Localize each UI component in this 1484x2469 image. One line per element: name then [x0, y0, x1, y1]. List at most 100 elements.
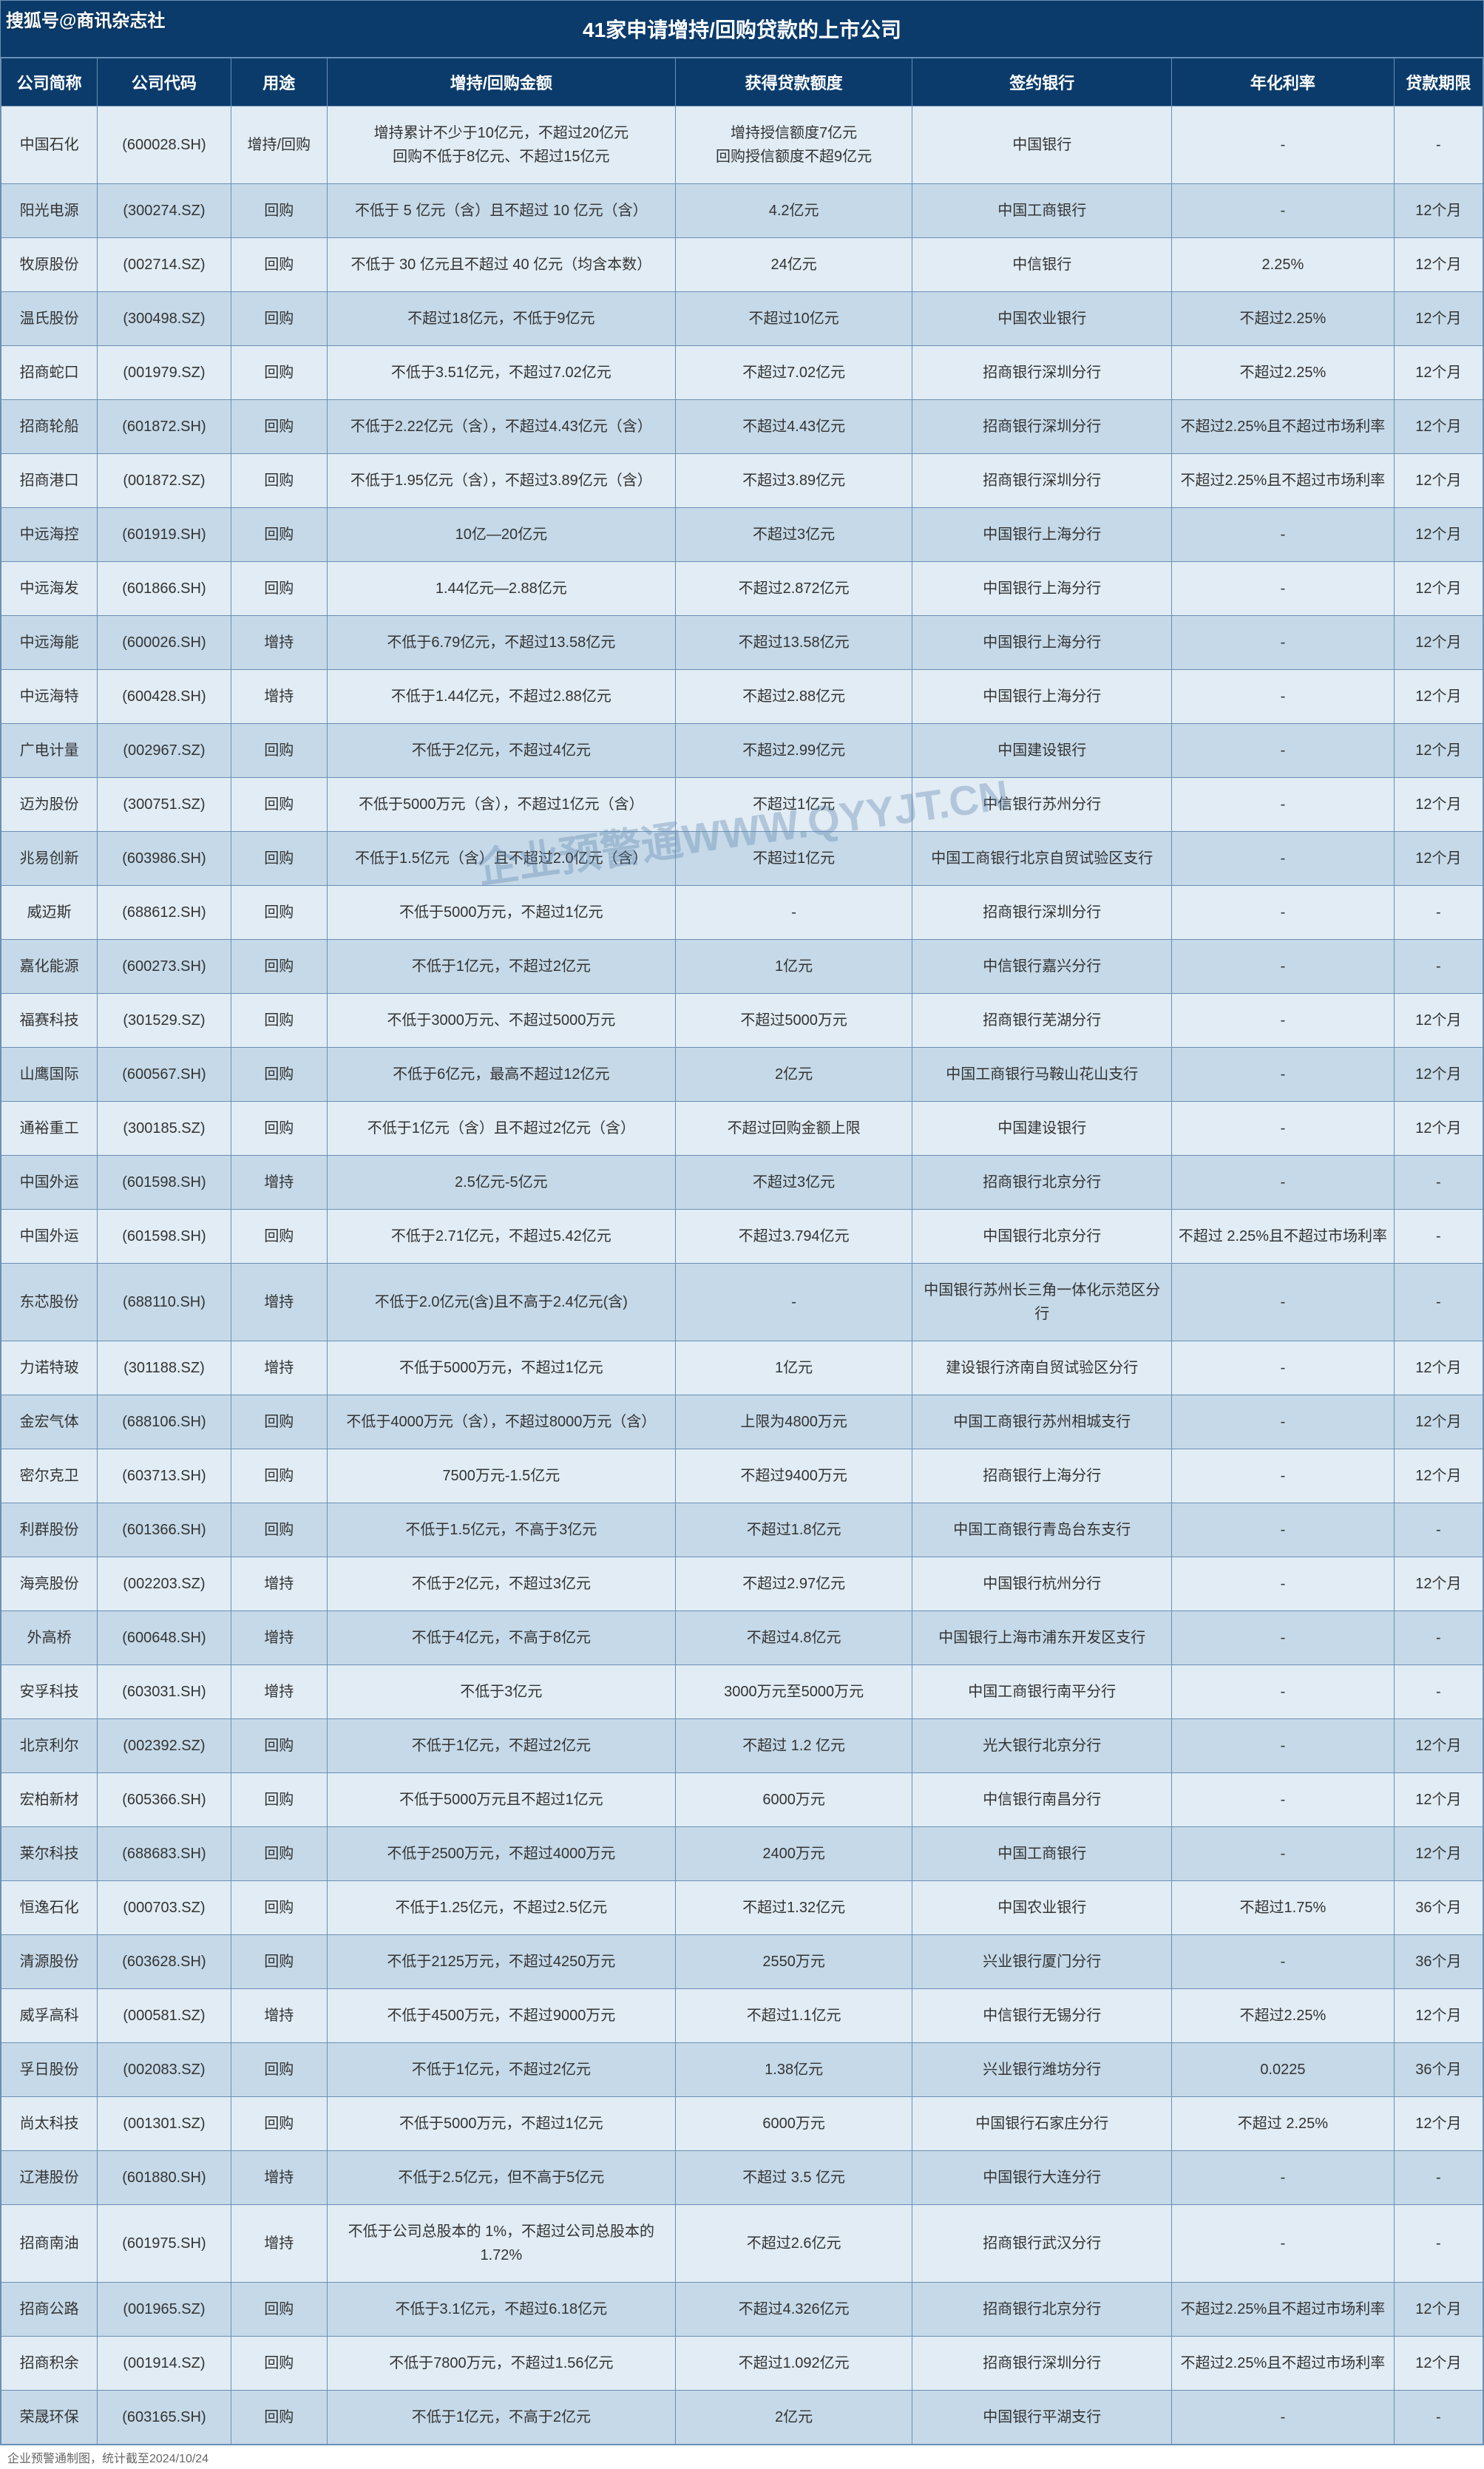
table-cell: 中远海控 — [1, 508, 98, 562]
table-row: 中远海能(600026.SH)增持不低于6.79亿元，不超过13.58亿元不超过… — [1, 616, 1483, 670]
table-cell: (605366.SH) — [98, 1773, 231, 1827]
table-cell: 不超过2.88亿元 — [675, 670, 912, 724]
table-cell: (601366.SH) — [98, 1503, 231, 1557]
table-cell: 中国工商银行青岛台东支行 — [912, 1503, 1172, 1557]
table-cell: - — [1172, 2151, 1395, 2205]
table-cell: 孚日股份 — [1, 2043, 98, 2097]
table-cell: 不超过4.326亿元 — [675, 2283, 912, 2337]
table-cell: 招商银行北京分行 — [912, 2283, 1172, 2337]
table-cell: 招商蛇口 — [1, 346, 98, 400]
table-cell: - — [1172, 184, 1395, 238]
table-cell: 中国外运 — [1, 1210, 98, 1264]
table-cell: 增持 — [231, 1156, 327, 1210]
table-cell: (688110.SH) — [98, 1264, 231, 1341]
table-row: 温氏股份(300498.SZ)回购不超过18亿元，不低于9亿元不超过10亿元中国… — [1, 292, 1483, 346]
table-cell: (300498.SZ) — [98, 292, 231, 346]
table-cell: 1.44亿元—2.88亿元 — [327, 562, 675, 616]
table-cell: 不超过2.25%且不超过市场利率 — [1172, 454, 1395, 508]
table-cell: 0.0225 — [1172, 2043, 1395, 2097]
table-cell: 12个月 — [1394, 1395, 1483, 1449]
table-cell: 不低于2500万元，不超过4000万元 — [327, 1827, 675, 1881]
table-cell: 中国银行上海分行 — [912, 670, 1172, 724]
table-cell: 36个月 — [1394, 1881, 1483, 1935]
table-cell: - — [1394, 886, 1483, 940]
table-cell: 回购 — [231, 1210, 327, 1264]
table-cell: 中国工商银行 — [912, 184, 1172, 238]
table-cell: (001979.SZ) — [98, 346, 231, 400]
table-row: 广电计量(002967.SZ)回购不低于2亿元，不超过4亿元不超过2.99亿元中… — [1, 724, 1483, 778]
table-cell: 12个月 — [1394, 670, 1483, 724]
table-cell: (002392.SZ) — [98, 1719, 231, 1773]
table-row: 招商南油(601975.SH)增持不低于公司总股本的 1%，不超过公司总股本的 … — [1, 2205, 1483, 2283]
table-cell: - — [1172, 1395, 1395, 1449]
table-cell: 12个月 — [1394, 1557, 1483, 1611]
table-cell: (601598.SH) — [98, 1156, 231, 1210]
table-cell: 招商南油 — [1, 2205, 98, 2283]
table-cell: 12个月 — [1394, 832, 1483, 886]
table-row: 阳光电源(300274.SZ)回购不低于 5 亿元（含）且不超过 10 亿元（含… — [1, 184, 1483, 238]
table-cell: 通裕重工 — [1, 1102, 98, 1156]
table-cell: 回购 — [231, 1102, 327, 1156]
table-cell: 辽港股份 — [1, 2151, 98, 2205]
table-cell: 2550万元 — [675, 1935, 912, 1989]
table-cell: - — [675, 1264, 912, 1341]
table-cell: 利群股份 — [1, 1503, 98, 1557]
table-row: 招商港口(001872.SZ)回购不低于1.95亿元（含），不超过3.89亿元（… — [1, 454, 1483, 508]
table-cell: 威孚高科 — [1, 1989, 98, 2043]
table-cell: (600028.SH) — [98, 106, 231, 184]
table-cell: 不超过2.99亿元 — [675, 724, 912, 778]
table-cell: 不超过3亿元 — [675, 1156, 912, 1210]
table-cell: (300751.SZ) — [98, 778, 231, 832]
table-cell: 中国银行杭州分行 — [912, 1557, 1172, 1611]
table-cell: 不低于4亿元，不高于8亿元 — [327, 1611, 675, 1665]
table-cell: 不超过3.794亿元 — [675, 1210, 912, 1264]
table-cell: - — [1394, 1210, 1483, 1264]
table-cell: 12个月 — [1394, 994, 1483, 1048]
table-cell: - — [675, 886, 912, 940]
table-cell: 不低于 5 亿元（含）且不超过 10 亿元（含） — [327, 184, 675, 238]
table-cell: 回购 — [231, 778, 327, 832]
table-row: 外高桥(600648.SH)增持不低于4亿元，不高于8亿元不超过4.8亿元中国银… — [1, 1611, 1483, 1665]
table-cell: 增持 — [231, 2151, 327, 2205]
table-cell: 12个月 — [1394, 1341, 1483, 1395]
table-cell: - — [1394, 1665, 1483, 1719]
table-cell: 回购 — [231, 454, 327, 508]
table-cell: 宏柏新材 — [1, 1773, 98, 1827]
table-cell: 兴业银行厦门分行 — [912, 1935, 1172, 1989]
table-cell: (600648.SH) — [98, 1611, 231, 1665]
table-row: 宏柏新材(605366.SH)回购不低于5000万元且不超过1亿元6000万元中… — [1, 1773, 1483, 1827]
table-cell: - — [1172, 886, 1395, 940]
table-cell: 回购 — [231, 292, 327, 346]
table-cell: 不低于1亿元，不超过2亿元 — [327, 2043, 675, 2097]
table-row: 东芯股份(688110.SH)增持不低于2.0亿元(含)且不高于2.4亿元(含)… — [1, 1264, 1483, 1341]
table-cell: 不超过2.872亿元 — [675, 562, 912, 616]
table-cell: 不低于5000万元，不超过1亿元 — [327, 2097, 675, 2151]
table-cell: (300274.SZ) — [98, 184, 231, 238]
table-cell: 中国工商银行 — [912, 1827, 1172, 1881]
table-cell: 不低于1.25亿元，不超过2.5亿元 — [327, 1881, 675, 1935]
table-cell: 增持 — [231, 616, 327, 670]
table-cell: 不低于3.51亿元，不超过7.02亿元 — [327, 346, 675, 400]
table-cell: - — [1172, 1341, 1395, 1395]
table-row: 辽港股份(601880.SH)增持不低于2.5亿元，但不高于5亿元不超过 3.5… — [1, 2151, 1483, 2205]
table-cell: 阳光电源 — [1, 184, 98, 238]
table-cell: 中信银行南昌分行 — [912, 1773, 1172, 1827]
table-cell: - — [1172, 616, 1395, 670]
table-cell: 不超过4.43亿元 — [675, 400, 912, 454]
table-cell: 不超过18亿元，不低于9亿元 — [327, 292, 675, 346]
table-cell: (601866.SH) — [98, 562, 231, 616]
table-cell: 2400万元 — [675, 1827, 912, 1881]
table-title: 41家申请增持/回购贷款的上市公司 — [1, 1, 1483, 58]
table-cell: 不超过7.02亿元 — [675, 346, 912, 400]
table-cell: 12个月 — [1394, 238, 1483, 292]
table-cell: 不低于1亿元，不超过2亿元 — [327, 940, 675, 994]
table-row: 嘉化能源(600273.SH)回购不低于1亿元，不超过2亿元1亿元中信银行嘉兴分… — [1, 940, 1483, 994]
table-cell: 不超过 1.2 亿元 — [675, 1719, 912, 1773]
table-cell: 中远海特 — [1, 670, 98, 724]
table-cell: 东芯股份 — [1, 1264, 98, 1341]
table-cell: 不低于6亿元，最高不超过12亿元 — [327, 1048, 675, 1102]
table-cell: 招商银行上海分行 — [912, 1449, 1172, 1503]
table-cell: 12个月 — [1394, 346, 1483, 400]
table-row: 孚日股份(002083.SZ)回购不低于1亿元，不超过2亿元1.38亿元兴业银行… — [1, 2043, 1483, 2097]
table-cell: 中国银行苏州长三角一体化示范区分行 — [912, 1264, 1172, 1341]
